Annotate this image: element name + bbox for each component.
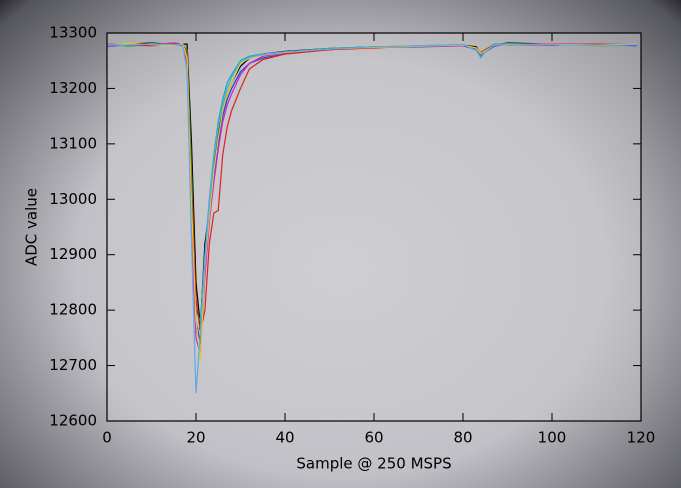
- y-tick-label: 12700: [49, 356, 97, 374]
- x-axis-label: Sample @ 250 MSPS: [296, 455, 451, 473]
- x-tick-label: 60: [364, 429, 383, 447]
- y-tick-label: 13100: [49, 134, 97, 152]
- x-tick-label: 120: [627, 429, 656, 447]
- y-axis-label: ADC value: [23, 188, 41, 266]
- y-tick-label: 12900: [49, 245, 97, 263]
- y-tick-label: 13200: [49, 79, 97, 97]
- plot-frame: [106, 32, 642, 422]
- plot-area: [107, 33, 641, 421]
- y-tick-label: 13300: [49, 24, 97, 42]
- x-tick-label: 40: [275, 429, 294, 447]
- x-tick-label: 20: [186, 429, 205, 447]
- y-tick-label: 12600: [49, 412, 97, 430]
- x-tick-label: 80: [453, 429, 472, 447]
- y-tick-label: 12800: [49, 301, 97, 319]
- x-tick-label: 0: [102, 429, 112, 447]
- data-line: [106, 43, 637, 394]
- x-tick-label: 100: [538, 429, 567, 447]
- y-tick-label: 13000: [49, 190, 97, 208]
